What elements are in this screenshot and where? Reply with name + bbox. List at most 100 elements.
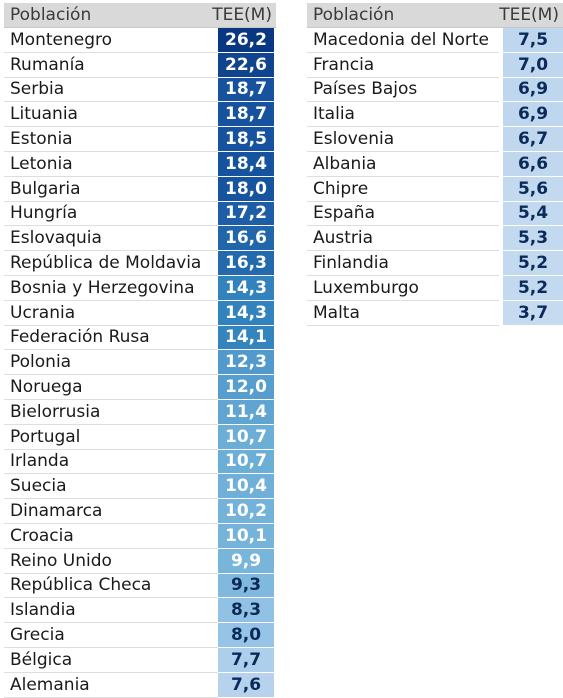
table-row: Montenegro 26,2 xyxy=(4,28,276,53)
rate-value: 17,2 xyxy=(218,202,274,227)
country-name: Países Bajos xyxy=(307,78,499,103)
rate-value: 8,0 xyxy=(218,623,274,648)
country-name: Grecia xyxy=(4,623,218,648)
rate-value: 8,3 xyxy=(218,598,274,623)
country-name: Federación Rusa xyxy=(4,326,218,351)
country-name: Eslovaquia xyxy=(4,226,218,251)
table-row: Macedonia del Norte 7,5 xyxy=(307,28,563,53)
table-row: Austria 5,3 xyxy=(307,226,563,251)
country-name: Macedonia del Norte xyxy=(307,28,499,53)
table-row: Reino Unido 9,9 xyxy=(4,549,276,574)
rate-value: 14,3 xyxy=(218,276,274,301)
country-name: Croacia xyxy=(4,524,218,549)
country-name: Hungría xyxy=(4,202,218,227)
rate-value: 9,3 xyxy=(218,574,274,599)
country-name: Bélgica xyxy=(4,648,218,673)
table-row: Islandia 8,3 xyxy=(4,598,276,623)
rate-value: 12,0 xyxy=(218,375,274,400)
table-row: Croacia 10,1 xyxy=(4,524,276,549)
table-row: República Checa 9,3 xyxy=(4,574,276,599)
rate-table-right: Población TEE(M) Macedonia del Norte 7,5 F… xyxy=(307,3,563,326)
country-name: Austria xyxy=(307,226,499,251)
table-row: Italia 6,9 xyxy=(307,102,563,127)
rate-value: 6,7 xyxy=(503,127,563,152)
table-row: República de Moldavia 16,3 xyxy=(4,251,276,276)
rate-value: 5,6 xyxy=(503,177,563,202)
header-poblacion: Población xyxy=(4,5,212,25)
table-row: Rumanía 22,6 xyxy=(4,53,276,78)
table-header: Población TEE(M) xyxy=(4,3,276,28)
country-name: República de Moldavia xyxy=(4,251,218,276)
table-row: Noruega 12,0 xyxy=(4,375,276,400)
rate-table-left: Población TEE(M) Montenegro 26,2 Rumanía 22… xyxy=(4,3,276,698)
table-row: Dinamarca 10,2 xyxy=(4,499,276,524)
rate-value: 18,7 xyxy=(218,102,274,127)
table-row: Irlanda 10,7 xyxy=(4,450,276,475)
rate-value: 12,3 xyxy=(218,350,274,375)
country-name: Serbia xyxy=(4,78,218,103)
country-name: República Checa xyxy=(4,574,218,599)
country-name: Suecia xyxy=(4,474,218,499)
rate-value: 6,9 xyxy=(503,78,563,103)
rate-value: 7,0 xyxy=(503,53,563,78)
rate-value: 26,2 xyxy=(218,28,274,53)
country-name: Bosnia y Herzegovina xyxy=(4,276,218,301)
rate-value: 6,6 xyxy=(503,152,563,177)
header-tee: TEE(M) xyxy=(499,5,563,25)
table-row: Eslovenia 6,7 xyxy=(307,127,563,152)
table-row: Estonia 18,5 xyxy=(4,127,276,152)
table-row: Francia 7,0 xyxy=(307,53,563,78)
rate-value: 16,3 xyxy=(218,251,274,276)
rate-value: 14,1 xyxy=(218,326,274,351)
country-name: Alemania xyxy=(4,673,218,698)
table-row: Bosnia y Herzegovina 14,3 xyxy=(4,276,276,301)
table-body: Montenegro 26,2 Rumanía 22,6 Serbia 18,7 Litua… xyxy=(4,28,276,698)
rate-value: 18,5 xyxy=(218,127,274,152)
table-row: Eslovaquia 16,6 xyxy=(4,226,276,251)
table-row: Letonia 18,4 xyxy=(4,152,276,177)
country-name: Italia xyxy=(307,102,499,127)
rate-value: 10,7 xyxy=(218,425,274,450)
country-name: Chipre xyxy=(307,177,499,202)
table-row: Bielorrusia 11,4 xyxy=(4,400,276,425)
country-name: Bielorrusia xyxy=(4,400,218,425)
rate-value: 7,6 xyxy=(218,673,274,698)
table-row: Grecia 8,0 xyxy=(4,623,276,648)
rate-value: 10,4 xyxy=(218,474,274,499)
country-name: Albania xyxy=(307,152,499,177)
table-row: Bélgica 7,7 xyxy=(4,648,276,673)
country-name: Bulgaria xyxy=(4,177,218,202)
table-row: Malta 3,7 xyxy=(307,301,563,326)
rate-value: 6,9 xyxy=(503,102,563,127)
table-row: Federación Rusa 14,1 xyxy=(4,326,276,351)
table-row: Chipre 5,6 xyxy=(307,177,563,202)
table-row: Bulgaria 18,0 xyxy=(4,177,276,202)
country-name: Malta xyxy=(307,301,499,326)
country-name: Montenegro xyxy=(4,28,218,53)
country-name: Dinamarca xyxy=(4,499,218,524)
country-name: Eslovenia xyxy=(307,127,499,152)
rate-value: 14,3 xyxy=(218,301,274,326)
country-name: Polonia xyxy=(4,350,218,375)
rate-value: 22,6 xyxy=(218,53,274,78)
table-body: Macedonia del Norte 7,5 Francia 7,0 Países B… xyxy=(307,28,563,326)
country-name: Reino Unido xyxy=(4,549,218,574)
table-row: Lituania 18,7 xyxy=(4,102,276,127)
table-row: Luxemburgo 5,2 xyxy=(307,276,563,301)
rate-value: 7,7 xyxy=(218,648,274,673)
country-name: Luxemburgo xyxy=(307,276,499,301)
header-poblacion: Población xyxy=(307,5,499,25)
table-row: Albania 6,6 xyxy=(307,152,563,177)
table-row: Hungría 17,2 xyxy=(4,202,276,227)
rate-value: 18,4 xyxy=(218,152,274,177)
country-name: Ucrania xyxy=(4,301,218,326)
rate-value: 16,6 xyxy=(218,226,274,251)
rate-value: 9,9 xyxy=(218,549,274,574)
table-row: Alemania 7,6 xyxy=(4,673,276,698)
rate-value: 5,2 xyxy=(503,251,563,276)
country-name: Estonia xyxy=(4,127,218,152)
table-row: Países Bajos 6,9 xyxy=(307,78,563,103)
country-name: Noruega xyxy=(4,375,218,400)
country-name: Islandia xyxy=(4,598,218,623)
table-row: Finlandia 5,2 xyxy=(307,251,563,276)
